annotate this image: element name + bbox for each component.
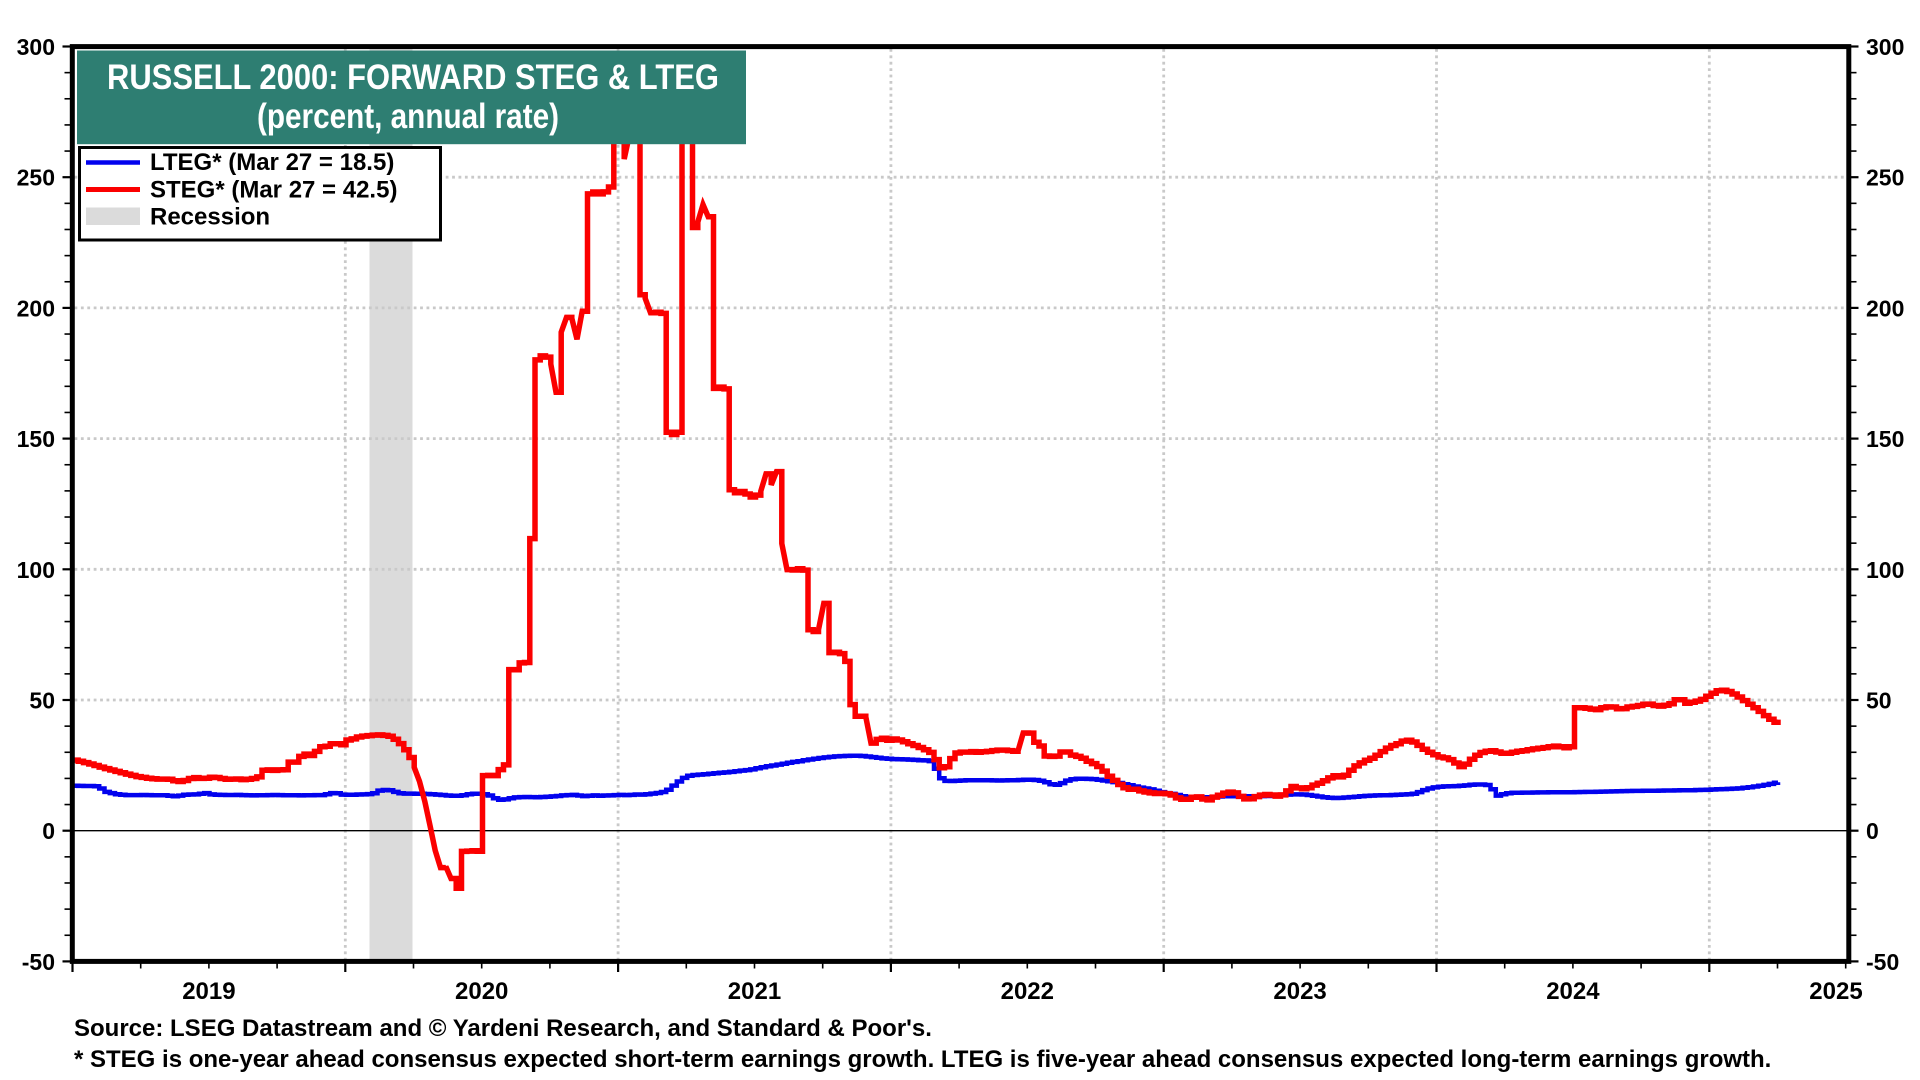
svg-text:100: 100: [1866, 557, 1904, 583]
svg-text:2022: 2022: [1001, 978, 1054, 1005]
svg-text:STEG* (Mar 27 = 42.5): STEG* (Mar 27 = 42.5): [150, 177, 397, 204]
svg-text:50: 50: [29, 688, 55, 714]
svg-text:200: 200: [1866, 295, 1904, 321]
svg-text:LTEG* (Mar 27 = 18.5): LTEG* (Mar 27 = 18.5): [150, 149, 394, 176]
svg-text:150: 150: [1866, 426, 1904, 452]
svg-text:100: 100: [17, 557, 55, 583]
svg-text:50: 50: [1866, 688, 1892, 714]
svg-text:-50: -50: [22, 949, 55, 975]
svg-text:0: 0: [1866, 818, 1879, 844]
svg-text:0: 0: [42, 818, 55, 844]
svg-text:2024: 2024: [1546, 978, 1600, 1005]
svg-text:RUSSELL 2000: FORWARD STEG & L: RUSSELL 2000: FORWARD STEG & LTEG: [107, 58, 719, 97]
svg-text:* STEG is one-year ahead conse: * STEG is one-year ahead consensus expec…: [74, 1046, 1771, 1073]
svg-text:300: 300: [17, 34, 55, 60]
svg-text:Source: LSEG Datastream and ©: Source: LSEG Datastream and © Yardeni Re…: [74, 1015, 932, 1042]
svg-text:150: 150: [17, 426, 55, 452]
svg-text:-50: -50: [1866, 949, 1899, 975]
svg-text:Recession: Recession: [150, 204, 270, 231]
svg-text:300: 300: [1866, 34, 1904, 60]
svg-text:2019: 2019: [182, 978, 235, 1005]
svg-text:250: 250: [17, 165, 55, 191]
svg-text:(percent, annual rate): (percent, annual rate): [257, 97, 559, 136]
svg-text:2020: 2020: [455, 978, 508, 1005]
svg-text:2023: 2023: [1273, 978, 1326, 1005]
svg-text:2021: 2021: [728, 978, 781, 1005]
svg-text:200: 200: [17, 295, 55, 321]
svg-text:250: 250: [1866, 165, 1904, 191]
svg-text:2025: 2025: [1809, 978, 1862, 1005]
